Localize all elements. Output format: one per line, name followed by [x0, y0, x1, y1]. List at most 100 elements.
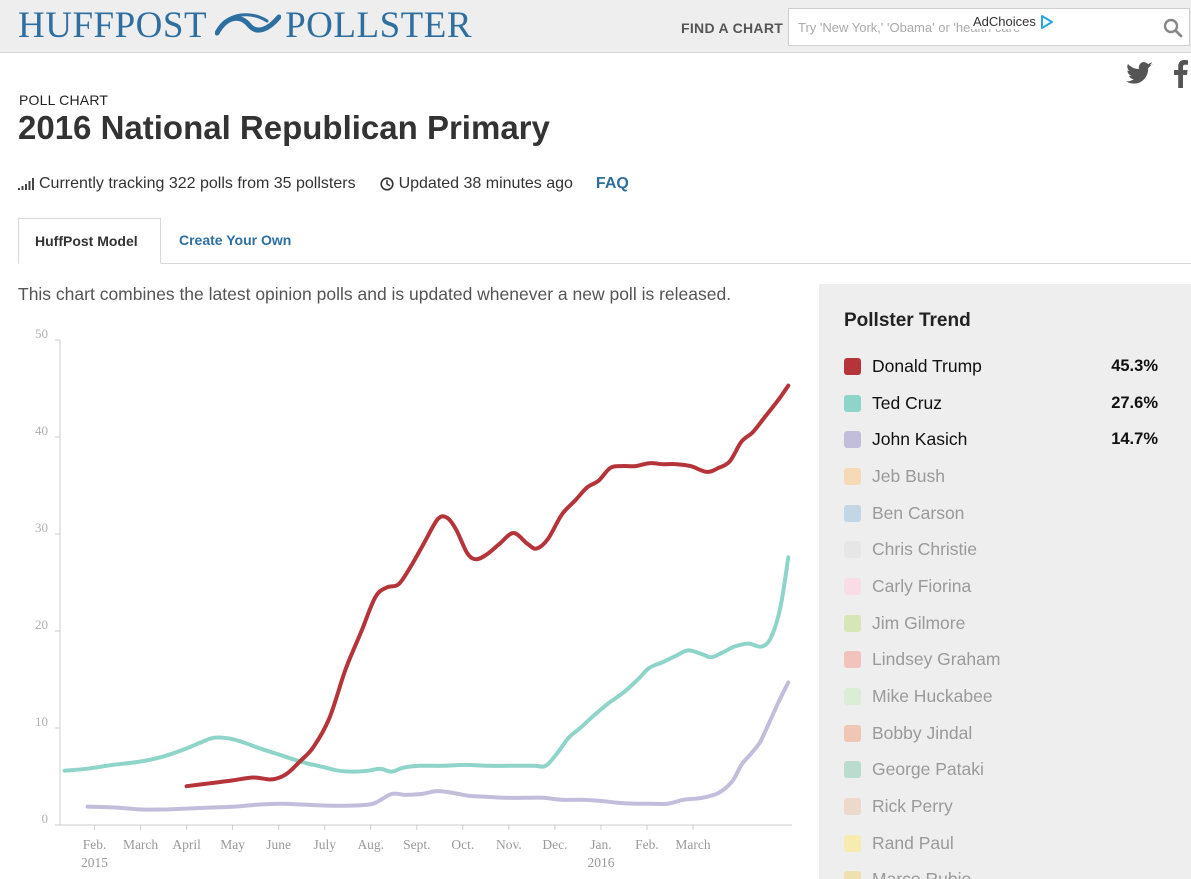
- x-tick-label: Jan.: [590, 837, 611, 852]
- y-tick-label: 30: [35, 520, 48, 535]
- x-tick-label: Sept.: [403, 837, 430, 852]
- page-title: 2016 National Republican Primary: [18, 109, 550, 146]
- x-tick-label: Dec.: [542, 837, 567, 852]
- legend-name: Mike Huckabee: [872, 686, 993, 707]
- legend-name: George Pataki: [872, 759, 984, 780]
- search-icon[interactable]: [1163, 18, 1183, 38]
- legend-swatch: [844, 798, 861, 816]
- legend-item-marco-rubio[interactable]: Marco Rubio: [844, 862, 1164, 879]
- x-axis: Feb. 2015 March April May June July Aug. Sept. Oc…: [60, 824, 792, 870]
- legend-swatch: [844, 614, 861, 632]
- logo-pollster: POLLSTER: [285, 5, 473, 46]
- legend-name: Carly Fiorina: [872, 575, 972, 596]
- x-tick-label: Nov.: [496, 837, 522, 852]
- y-tick-label: 20: [35, 617, 48, 632]
- legend-item-ben-carson[interactable]: Ben Carson: [844, 495, 1164, 532]
- legend-value: 27.6%: [1111, 393, 1158, 412]
- series-line-ted-cruz[interactable]: [62, 555, 791, 774]
- legend-swatch: [844, 651, 861, 669]
- legend-swatch: [844, 431, 861, 449]
- legend-name: Marco Rubio: [872, 869, 971, 879]
- y-tick-label: 50: [35, 326, 48, 341]
- pollster-trend-panel: Pollster Trend Donald Trump 45.3% Ted Cruz…: [819, 284, 1191, 879]
- legend-name: Ben Carson: [872, 502, 965, 523]
- adchoices-icon: [1040, 14, 1053, 29]
- legend-swatch: [844, 467, 861, 485]
- poll-trend-chart: 0 10 20 30 40 50 Feb. 2015 March April May June Jul…: [35, 326, 792, 870]
- x-tick-year: 2016: [587, 855, 614, 870]
- legend-title: Pollster Trend: [844, 310, 971, 331]
- chart-description: This chart combines the latest opinion p…: [18, 284, 732, 304]
- legend-value: 14.7%: [1111, 430, 1158, 449]
- facebook-icon[interactable]: [1170, 58, 1191, 88]
- legend-name: John Kasich: [872, 429, 968, 450]
- legend-item-donald-trump[interactable]: Donald Trump 45.3%: [844, 348, 1164, 385]
- top-bar: HUFFPOST POLLSTER FIND A CHART AdChoices: [0, 0, 1191, 53]
- legend-name: Jeb Bush: [872, 465, 945, 486]
- legend-swatch: [844, 724, 861, 742]
- y-tick-label: 0: [42, 811, 49, 826]
- legend-item-jeb-bush[interactable]: Jeb Bush: [844, 458, 1164, 495]
- tracking-text: Currently tracking 322 polls from 35 pol…: [39, 175, 356, 192]
- series-line-donald-trump[interactable]: [184, 383, 791, 789]
- pollster-bird-icon: [215, 13, 282, 36]
- legend-swatch: [844, 871, 861, 879]
- site-logo[interactable]: HUFFPOST POLLSTER: [18, 6, 472, 46]
- updated-text: Updated 38 minutes ago: [398, 175, 573, 192]
- chart-series: [62, 383, 791, 812]
- poll-chart-kicker: POLL CHART: [19, 92, 109, 108]
- find-a-chart-label: FIND A CHART: [681, 20, 784, 36]
- legend-item-rand-paul[interactable]: Rand Paul: [844, 825, 1164, 862]
- x-tick-label: Feb.: [83, 837, 107, 852]
- legend-name: Rand Paul: [872, 832, 954, 853]
- series-line-john-kasich[interactable]: [85, 680, 791, 812]
- x-tick-year: 2015: [81, 855, 108, 870]
- tab-create-your-own[interactable]: Create Your Own: [179, 232, 292, 248]
- x-tick-label: March: [675, 837, 710, 852]
- legend-item-rick-perry[interactable]: Rick Perry: [844, 788, 1164, 825]
- y-axis: 0 10 20 30 40 50: [35, 326, 61, 826]
- logo-huffpost: HUFFPOST: [18, 5, 208, 46]
- clock-icon: [379, 177, 394, 191]
- legend-name: Bobby Jindal: [872, 722, 973, 743]
- legend-item-jim-gilmore[interactable]: Jim Gilmore: [844, 605, 1164, 642]
- y-tick-label: 40: [35, 423, 48, 438]
- adchoices-badge[interactable]: AdChoices: [971, 14, 1056, 29]
- legend-item-bobby-jindal[interactable]: Bobby Jindal: [844, 715, 1164, 752]
- chart-meta: Currently tracking 322 polls from 35 pol…: [18, 175, 629, 193]
- legend-swatch: [844, 577, 861, 595]
- legend-item-george-pataki[interactable]: George Pataki: [844, 752, 1164, 789]
- adchoices-label: AdChoices: [973, 14, 1036, 29]
- legend-swatch: [844, 834, 861, 852]
- x-tick-label: April: [172, 837, 201, 852]
- legend-swatch: [844, 761, 861, 779]
- legend-swatch: [844, 504, 861, 522]
- legend-name: Donald Trump: [872, 355, 982, 376]
- legend-list: Donald Trump 45.3% Ted Cruz 27.6% John Kasic…: [844, 348, 1164, 879]
- x-tick-label: Feb.: [635, 837, 659, 852]
- search-box: AdChoices: [788, 8, 1190, 46]
- legend-item-ted-cruz[interactable]: Ted Cruz 27.6%: [844, 385, 1164, 422]
- x-tick-label: March: [123, 837, 158, 852]
- x-tick-label: Aug.: [357, 837, 384, 852]
- chart-tabs: HuffPost Model Create Your Own: [18, 218, 1191, 264]
- x-tick-label: July: [313, 837, 336, 852]
- legend-item-lindsey-graham[interactable]: Lindsey Graham: [844, 642, 1164, 679]
- twitter-icon[interactable]: [1124, 58, 1156, 88]
- legend-item-mike-huckabee[interactable]: Mike Huckabee: [844, 678, 1164, 715]
- legend-swatch: [844, 541, 861, 559]
- legend-swatch: [844, 357, 861, 375]
- legend-item-chris-christie[interactable]: Chris Christie: [844, 531, 1164, 568]
- legend-swatch: [844, 394, 861, 412]
- signal-bars-icon: [18, 178, 34, 190]
- legend-name: Ted Cruz: [872, 392, 943, 413]
- x-tick-label: May: [220, 837, 245, 852]
- legend-value: 45.3%: [1111, 356, 1158, 375]
- legend-swatch: [844, 688, 861, 706]
- tab-huffpost-model[interactable]: HuffPost Model: [18, 218, 161, 264]
- legend-name: Rick Perry: [872, 796, 953, 817]
- legend-item-john-kasich[interactable]: John Kasich 14.7%: [844, 421, 1164, 458]
- legend-item-carly-fiorina[interactable]: Carly Fiorina: [844, 568, 1164, 605]
- faq-link[interactable]: FAQ: [595, 175, 629, 192]
- y-tick-label: 10: [35, 714, 48, 729]
